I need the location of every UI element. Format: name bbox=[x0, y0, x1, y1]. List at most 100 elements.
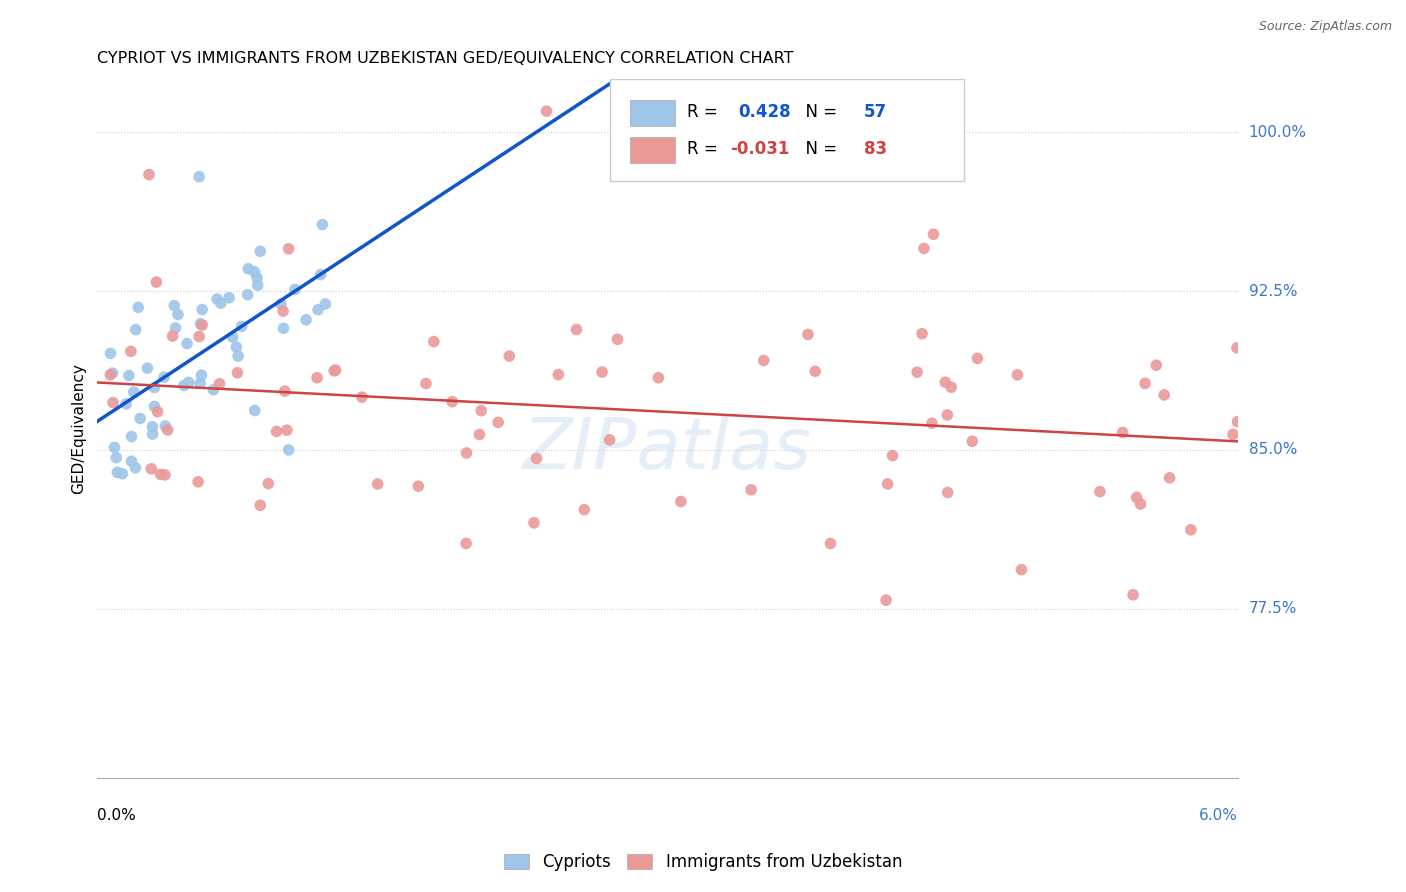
Point bbox=[120, 429, 142, 443]
Point bbox=[1125, 491, 1147, 505]
Text: ZIPatlas: ZIPatlas bbox=[523, 415, 811, 484]
Point bbox=[274, 384, 297, 399]
Point bbox=[1088, 484, 1111, 499]
Point bbox=[740, 483, 762, 497]
Point bbox=[1159, 471, 1181, 485]
Point bbox=[125, 322, 148, 336]
Point bbox=[156, 423, 179, 437]
Point bbox=[591, 365, 613, 379]
Point bbox=[1180, 523, 1202, 537]
Point bbox=[167, 308, 190, 322]
Point bbox=[243, 403, 266, 417]
Point bbox=[165, 321, 187, 335]
Point bbox=[249, 244, 271, 259]
Point bbox=[155, 419, 177, 434]
Point bbox=[249, 498, 271, 512]
Point bbox=[111, 467, 134, 481]
Point bbox=[153, 370, 176, 384]
Point bbox=[103, 441, 125, 455]
Point bbox=[177, 376, 200, 390]
Point bbox=[246, 278, 269, 293]
Point bbox=[238, 261, 260, 276]
Point bbox=[307, 302, 329, 317]
Point bbox=[498, 349, 520, 363]
Point bbox=[225, 340, 247, 354]
Text: N =: N = bbox=[796, 103, 842, 121]
Point bbox=[226, 349, 249, 363]
Point bbox=[311, 218, 333, 232]
Point bbox=[236, 287, 259, 301]
Point bbox=[98, 368, 121, 382]
Text: 77.5%: 77.5% bbox=[1249, 601, 1296, 616]
Point bbox=[124, 460, 146, 475]
Point bbox=[325, 363, 347, 377]
Text: R =: R = bbox=[686, 140, 723, 158]
Point bbox=[876, 477, 898, 491]
Point bbox=[875, 593, 897, 607]
Point bbox=[1133, 376, 1156, 391]
Point bbox=[1129, 497, 1152, 511]
Point bbox=[218, 291, 240, 305]
Point bbox=[606, 332, 628, 346]
Point bbox=[173, 378, 195, 392]
Point bbox=[936, 408, 959, 422]
Point bbox=[912, 241, 935, 255]
Point bbox=[243, 265, 266, 279]
Point bbox=[1122, 588, 1144, 602]
Point bbox=[270, 297, 292, 311]
FancyBboxPatch shape bbox=[610, 79, 965, 181]
Point bbox=[934, 376, 956, 390]
Point bbox=[221, 330, 243, 344]
Text: CYPRIOT VS IMMIGRANTS FROM UZBEKISTAN GED/EQUIVALENCY CORRELATION CHART: CYPRIOT VS IMMIGRANTS FROM UZBEKISTAN GE… bbox=[97, 51, 794, 66]
Point bbox=[941, 380, 963, 394]
Point bbox=[415, 376, 437, 391]
Point bbox=[188, 376, 211, 391]
Point bbox=[101, 395, 124, 409]
Point bbox=[176, 336, 198, 351]
Text: -0.031: -0.031 bbox=[730, 140, 790, 158]
Point bbox=[350, 390, 373, 404]
Point bbox=[911, 326, 934, 341]
Point bbox=[408, 479, 430, 493]
Point bbox=[804, 364, 827, 378]
Bar bbox=[630, 100, 675, 126]
Legend: Cypriots, Immigrants from Uzbekistan: Cypriots, Immigrants from Uzbekistan bbox=[495, 845, 911, 880]
Point bbox=[141, 419, 163, 434]
Point bbox=[1226, 341, 1249, 355]
Point bbox=[295, 313, 318, 327]
Point bbox=[536, 104, 558, 119]
Y-axis label: GED/Equivalency: GED/Equivalency bbox=[72, 363, 86, 494]
Point bbox=[120, 454, 142, 468]
Bar bbox=[630, 136, 675, 163]
Point bbox=[1144, 358, 1167, 372]
Text: 57: 57 bbox=[863, 103, 887, 121]
Point bbox=[129, 411, 152, 425]
Point bbox=[277, 242, 299, 256]
Point bbox=[547, 368, 569, 382]
Point bbox=[271, 304, 294, 318]
Point bbox=[191, 302, 214, 317]
Point bbox=[191, 318, 214, 332]
Point bbox=[136, 361, 159, 376]
Point bbox=[1007, 368, 1029, 382]
Point bbox=[441, 394, 464, 409]
Point bbox=[468, 427, 491, 442]
Point bbox=[141, 462, 163, 476]
Point bbox=[962, 434, 984, 449]
Point bbox=[101, 366, 124, 380]
Point bbox=[145, 275, 167, 289]
Point bbox=[143, 381, 166, 395]
Point bbox=[307, 370, 329, 384]
Point bbox=[565, 322, 588, 336]
Point bbox=[882, 449, 904, 463]
Point bbox=[122, 385, 145, 400]
Point bbox=[647, 370, 669, 384]
Text: 92.5%: 92.5% bbox=[1249, 284, 1298, 299]
Point bbox=[127, 301, 149, 315]
Point bbox=[105, 450, 128, 465]
Text: 100.0%: 100.0% bbox=[1249, 125, 1306, 140]
Point bbox=[1010, 563, 1032, 577]
Point bbox=[105, 465, 128, 479]
Point bbox=[276, 423, 298, 437]
Point bbox=[118, 368, 141, 383]
